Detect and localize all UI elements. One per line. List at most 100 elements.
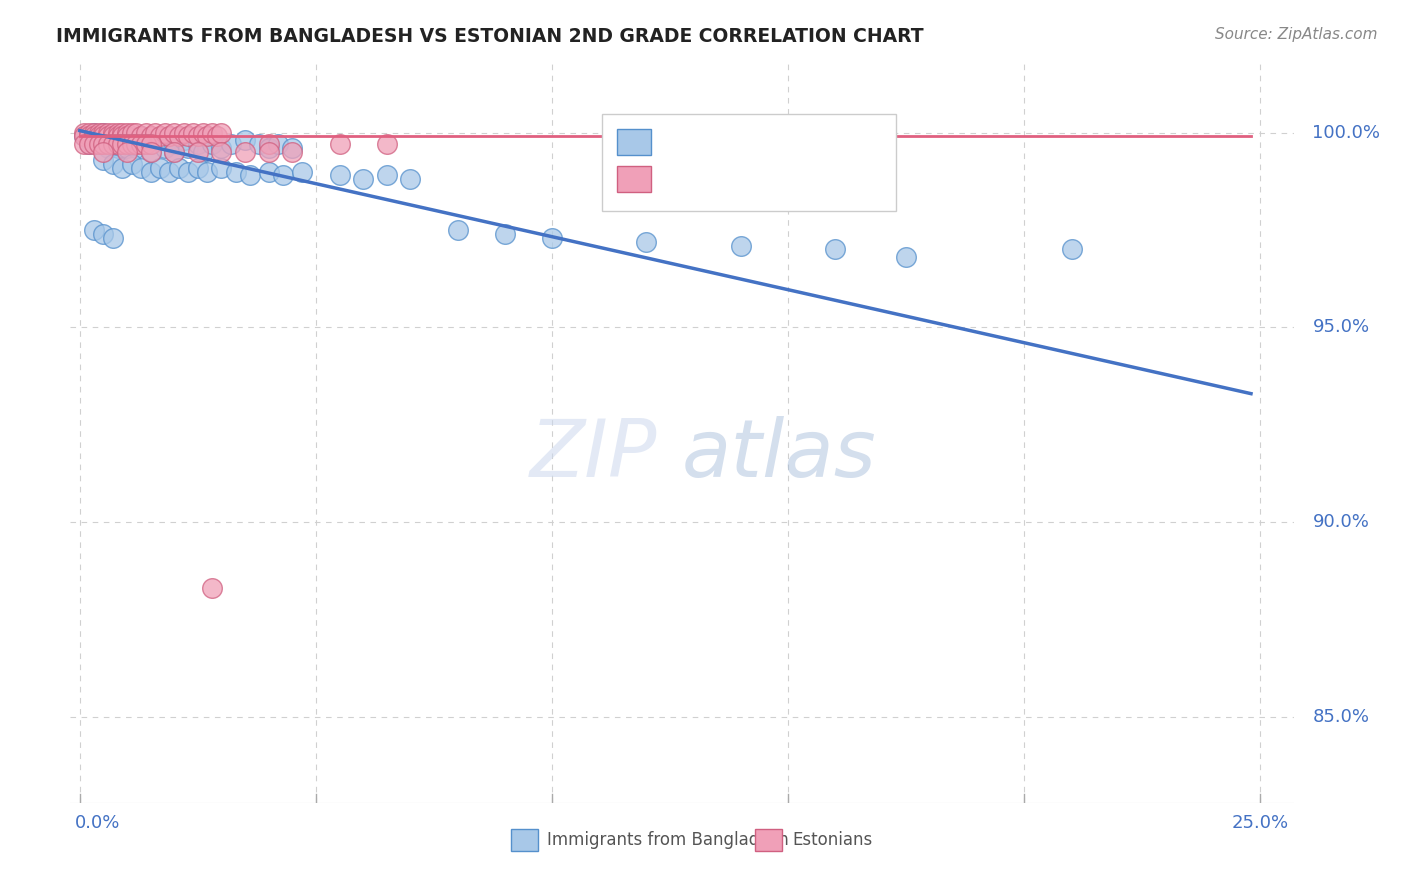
Point: [187, 161, 209, 175]
Text: atlas: atlas: [682, 416, 877, 494]
Point: [219, 137, 242, 152]
Point: [115, 126, 138, 140]
Point: [153, 141, 176, 155]
Point: [129, 129, 152, 144]
Point: [77, 137, 100, 152]
Text: IMMIGRANTS FROM BANGLADESH VS ESTONIAN 2ND GRADE CORRELATION CHART: IMMIGRANTS FROM BANGLADESH VS ESTONIAN 2…: [56, 27, 924, 45]
Point: [83, 129, 105, 144]
Point: [191, 126, 214, 140]
Point: [139, 164, 162, 178]
Text: ZIP: ZIP: [530, 416, 658, 494]
Point: [111, 126, 134, 140]
Point: [446, 223, 468, 237]
Point: [83, 137, 105, 152]
Text: Source: ZipAtlas.com: Source: ZipAtlas.com: [1215, 27, 1378, 42]
Point: [149, 129, 172, 144]
Point: [328, 137, 350, 152]
Point: [93, 153, 115, 167]
Point: [159, 129, 181, 144]
Point: [87, 133, 110, 147]
Point: [209, 161, 232, 175]
Point: [101, 137, 124, 152]
Point: [149, 161, 172, 175]
Point: [115, 129, 138, 144]
Text: 100.0%: 100.0%: [1312, 124, 1381, 142]
Point: [494, 227, 516, 241]
Point: [399, 172, 422, 186]
Point: [281, 145, 304, 159]
Point: [129, 137, 152, 152]
Point: [73, 126, 96, 140]
Point: [115, 133, 138, 147]
Point: [209, 145, 232, 159]
Point: [135, 126, 157, 140]
Point: [205, 129, 228, 144]
Point: [77, 137, 100, 152]
Point: [1060, 243, 1083, 257]
Point: [97, 126, 120, 140]
Point: [111, 129, 134, 144]
Text: 0.0%: 0.0%: [75, 814, 121, 832]
Point: [328, 169, 350, 183]
Point: [107, 129, 129, 144]
Point: [83, 126, 105, 140]
Text: 76: 76: [820, 134, 844, 152]
Point: [225, 164, 247, 178]
Point: [93, 145, 115, 159]
Point: [111, 137, 134, 152]
Point: [107, 126, 129, 140]
Point: [139, 129, 162, 144]
Point: [121, 126, 143, 140]
Point: [73, 129, 96, 144]
Point: [129, 129, 152, 144]
Point: [125, 137, 148, 152]
Point: [93, 137, 115, 152]
Point: [125, 126, 148, 140]
Point: [173, 126, 195, 140]
Point: [111, 137, 134, 152]
Point: [195, 164, 218, 178]
Point: [93, 227, 115, 241]
Point: [149, 133, 172, 147]
Point: [115, 141, 138, 155]
Point: [83, 223, 105, 237]
FancyBboxPatch shape: [602, 114, 896, 211]
Text: 95.0%: 95.0%: [1312, 318, 1369, 336]
Point: [257, 137, 280, 152]
Point: [101, 126, 124, 140]
Point: [107, 133, 129, 147]
Point: [101, 157, 124, 171]
Point: [93, 126, 115, 140]
Text: R =: R =: [666, 170, 704, 188]
Point: [139, 145, 162, 159]
Point: [101, 137, 124, 152]
Point: [97, 141, 120, 155]
FancyBboxPatch shape: [617, 167, 651, 193]
Point: [107, 141, 129, 155]
Point: [125, 141, 148, 155]
Point: [177, 164, 200, 178]
Point: [97, 137, 120, 152]
Point: [177, 129, 200, 144]
Point: [201, 582, 224, 596]
Point: [125, 133, 148, 147]
Point: [139, 137, 162, 152]
Point: [163, 137, 186, 152]
Point: [87, 126, 110, 140]
Text: 90.0%: 90.0%: [1312, 513, 1369, 532]
Point: [101, 231, 124, 245]
Point: [93, 137, 115, 152]
Text: N =: N =: [768, 170, 820, 188]
Point: [257, 164, 280, 178]
Point: [291, 164, 314, 178]
Text: 68: 68: [820, 170, 842, 188]
Point: [267, 137, 290, 152]
Text: 0.002: 0.002: [706, 170, 763, 188]
Point: [181, 126, 204, 140]
Point: [824, 243, 846, 257]
Point: [101, 129, 124, 144]
Point: [111, 161, 134, 175]
Point: [97, 133, 120, 147]
FancyBboxPatch shape: [510, 829, 537, 851]
Point: [77, 129, 100, 144]
